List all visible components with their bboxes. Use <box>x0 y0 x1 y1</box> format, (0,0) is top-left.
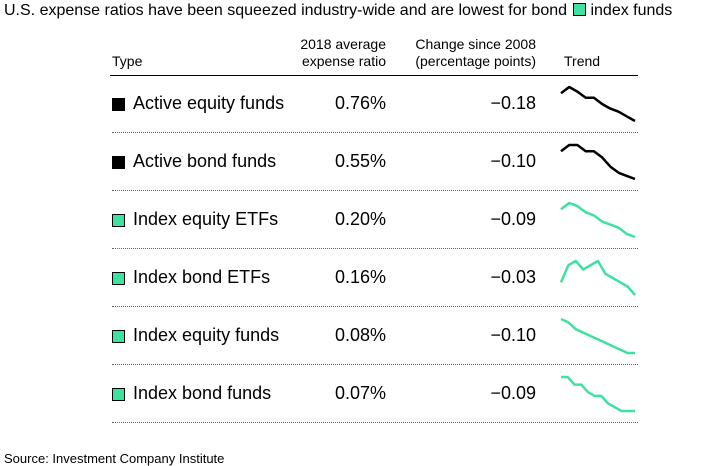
expense-ratio-value: 0.08% <box>334 325 386 345</box>
table-row: Active equity funds 0.76% −0.18 <box>0 75 712 133</box>
column-header-change: Change since 2008 (percentage points) <box>400 36 536 70</box>
trend-sparkline <box>559 259 636 296</box>
legend-swatch-index <box>573 3 587 16</box>
trend-sparkline <box>560 85 636 123</box>
category-swatch <box>112 272 125 285</box>
trend-line <box>561 375 635 413</box>
table-row: Index equity ETFs 0.20% −0.09 <box>0 191 712 249</box>
category-swatch <box>112 330 125 343</box>
header-rule <box>110 75 638 76</box>
trend-line <box>560 201 636 239</box>
fund-type-label: Active equity funds <box>133 93 285 113</box>
column-header-change-line2: (percentage points) <box>415 53 536 69</box>
change-value: −0.10 <box>490 151 536 171</box>
category-swatch <box>112 214 125 227</box>
table-row: Index bond funds 0.07% −0.09 <box>0 365 712 423</box>
change-value: −0.09 <box>490 383 536 403</box>
fund-type-label: Index equity funds <box>133 325 280 345</box>
source-note: Source: Investment Company Institute <box>4 451 225 466</box>
category-swatch <box>112 156 125 169</box>
row-divider <box>112 132 638 133</box>
expense-ratio-value: 0.20% <box>334 209 386 229</box>
fund-type-label: Index bond ETFs <box>133 267 271 287</box>
expense-ratio-value: 0.07% <box>334 383 386 403</box>
change-value: −0.10 <box>490 325 536 345</box>
row-divider <box>112 190 638 191</box>
column-header-change-line1: Change since 2008 <box>415 36 536 52</box>
trend-line <box>560 143 636 181</box>
expense-ratio-value: 0.16% <box>334 267 386 287</box>
fund-type-label: Active bond funds <box>133 151 277 171</box>
column-header-ratio-line2: expense ratio <box>301 53 386 69</box>
column-header-trend: Trend <box>564 53 601 69</box>
trend-sparkline <box>560 143 636 181</box>
fund-type-label: Index equity ETFs <box>133 209 279 229</box>
table-row: Index bond ETFs 0.16% −0.03 <box>0 249 712 307</box>
column-header-ratio: 2018 average expense ratio <box>290 36 386 70</box>
trend-sparkline <box>560 201 636 239</box>
expense-ratio-value: 0.76% <box>334 93 386 113</box>
trend-line <box>560 317 635 355</box>
change-value: −0.18 <box>490 93 536 113</box>
expense-ratio-value: 0.55% <box>334 151 386 171</box>
change-value: −0.03 <box>490 267 536 287</box>
row-divider <box>112 364 638 365</box>
legend-label: index funds <box>590 2 673 19</box>
row-divider <box>112 422 638 423</box>
table-row: Index equity funds 0.08% −0.10 <box>0 307 712 365</box>
column-header-type: Type <box>112 53 143 69</box>
trend-line <box>560 85 636 123</box>
table-row: Active bond funds 0.55% −0.10 <box>0 133 712 191</box>
subtitle-text: U.S. expense ratios have been squeezed i… <box>4 2 568 19</box>
category-swatch <box>112 98 125 111</box>
trend-line <box>559 259 636 296</box>
trend-sparkline <box>560 317 635 355</box>
row-divider <box>112 248 638 249</box>
row-divider <box>112 306 638 307</box>
fund-type-label: Index bond funds <box>133 383 272 403</box>
trend-sparkline <box>561 375 635 413</box>
chart-subtitle: U.S. expense ratios have been squeezed i… <box>4 2 672 20</box>
change-value: −0.09 <box>490 209 536 229</box>
column-header-ratio-line1: 2018 average <box>300 36 386 52</box>
category-swatch <box>112 388 125 401</box>
